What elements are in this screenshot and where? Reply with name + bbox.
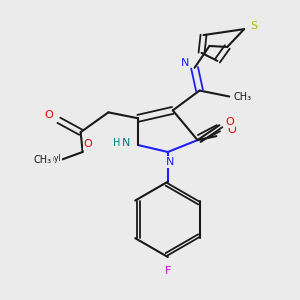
Text: F: F (165, 266, 171, 276)
Text: O: O (45, 110, 53, 120)
Text: N: N (166, 157, 174, 167)
Text: CH₃: CH₃ (34, 155, 52, 165)
Text: H: H (112, 138, 120, 148)
Text: N: N (181, 58, 189, 68)
Text: N: N (122, 138, 130, 148)
Text: O: O (83, 139, 92, 149)
Text: O: O (228, 125, 237, 135)
Text: O: O (226, 117, 235, 127)
Text: CH₃: CH₃ (233, 92, 251, 101)
Text: methyl: methyl (34, 154, 61, 164)
Text: S: S (250, 21, 258, 31)
